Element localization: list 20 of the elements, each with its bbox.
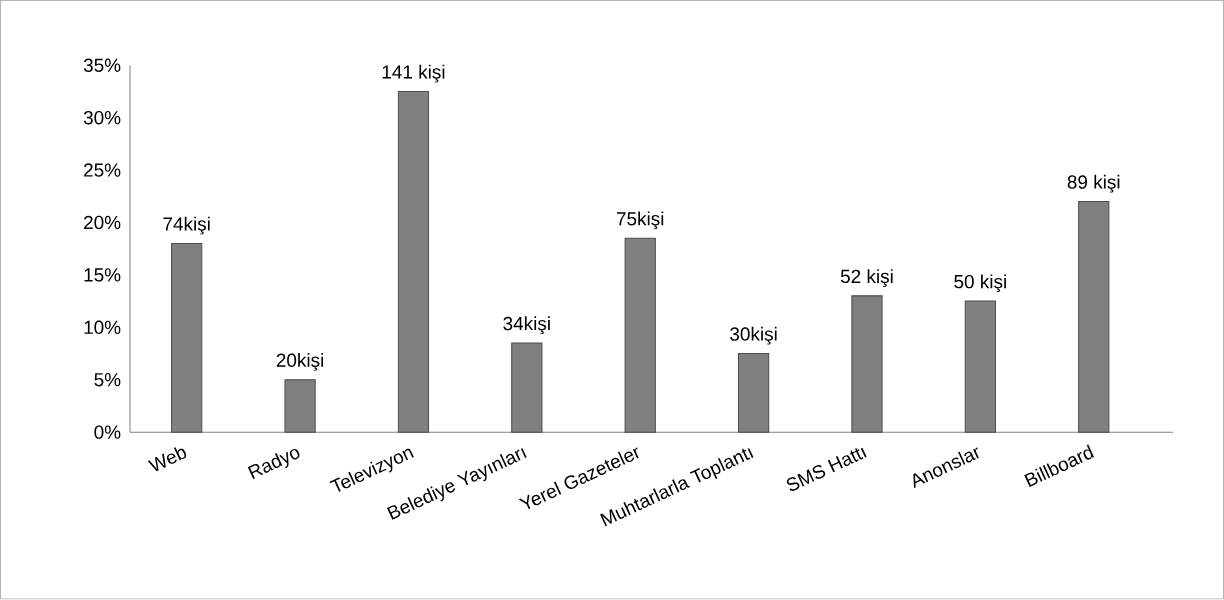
annotation: 141 kişi	[382, 65, 445, 83]
annotation: 20kişi	[276, 353, 324, 371]
y-tick-label: 10%	[84, 320, 121, 335]
annotation: 34kişi	[503, 316, 550, 335]
annotation: 30kişi	[730, 327, 777, 345]
annotation: 89 kişi	[1067, 175, 1120, 193]
y-tick-label: 35%	[83, 58, 121, 73]
y-tick-label: 30%	[83, 111, 121, 125]
x-tick-label: Web	[147, 447, 187, 472]
y-tick-label: 5%	[94, 373, 121, 387]
annotation: 74kişi	[163, 217, 210, 235]
x-tick-label: SMS Hattı	[786, 447, 867, 492]
y-tick-label: 25%	[84, 163, 121, 178]
y-tick-label: 0%	[94, 425, 121, 440]
y-tick-label: 20%	[84, 215, 121, 230]
y-tick-label: 15%	[84, 268, 121, 282]
x-tick-label: Radyo	[247, 449, 300, 480]
annotation: 75kişi	[616, 211, 664, 230]
annotation: 50 kişi	[954, 274, 1006, 293]
annotation: 52 kişi	[840, 269, 893, 288]
